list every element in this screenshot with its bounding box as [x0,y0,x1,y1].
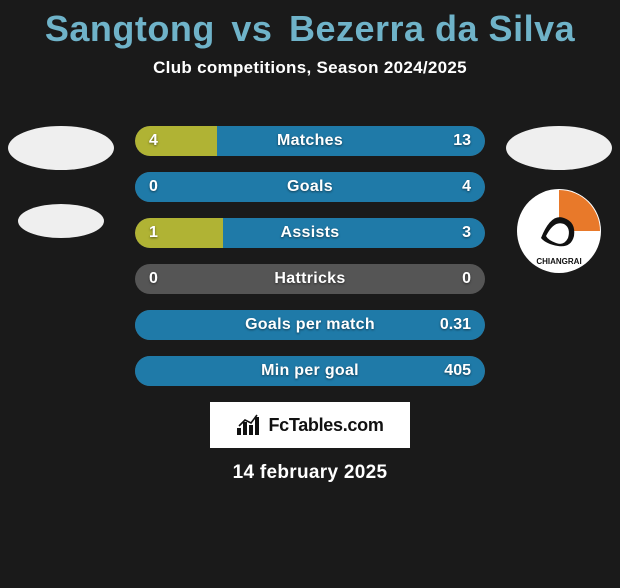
stat-row: 1 Assists 3 [135,218,485,248]
stat-value-left: 4 [149,132,158,150]
stat-value-right: 0.31 [440,316,471,334]
stat-label: Matches [277,132,343,150]
stat-row: 4 Matches 13 [135,126,485,156]
vs-text: vs [231,8,272,49]
stat-label: Min per goal [261,362,359,380]
comparison-title: Sangtong vs Bezerra da Silva [0,8,620,50]
stat-value-left: 0 [149,178,158,196]
stat-row: Min per goal 405 [135,356,485,386]
stat-label: Assists [280,224,339,242]
club-placeholder-icon [18,204,104,238]
stat-row: 0 Hattricks 0 [135,264,485,294]
stat-label: Goals [287,178,333,196]
date-text: 14 february 2025 [0,462,620,484]
stat-row: Goals per match 0.31 [135,310,485,340]
player1-avatar [8,126,114,170]
stat-fill-right [217,126,485,156]
fctables-logo-icon [236,414,262,436]
stat-fill-right [223,218,486,248]
player1-name: Sangtong [45,8,215,49]
stat-value-right: 4 [462,178,471,196]
chiangrai-logo-icon: CHIANGRAI [516,188,602,274]
stat-value-right: 13 [453,132,471,150]
stat-label: Goals per match [245,316,375,334]
player2-avatar [506,126,612,170]
brand-box[interactable]: FcTables.com [210,402,410,448]
stat-value-right: 3 [462,224,471,242]
subtitle: Club competitions, Season 2024/2025 [0,58,620,78]
player1-club-logo [18,178,104,264]
stats-area: CHIANGRAI 4 Matches 13 0 Goals 4 1 Assists 3 0 Hat… [0,126,620,386]
player2-club-logo: CHIANGRAI [516,188,602,274]
player2-name: Bezerra da Silva [289,8,575,49]
stat-value-left: 1 [149,224,158,242]
stat-value-left: 0 [149,270,158,288]
brand-text: FcTables.com [268,415,383,436]
stat-value-right: 0 [462,270,471,288]
stat-fill-left [135,126,217,156]
stat-label: Hattricks [274,270,345,288]
stat-row: 0 Goals 4 [135,172,485,202]
svg-text:CHIANGRAI: CHIANGRAI [536,257,581,266]
stat-value-right: 405 [444,362,471,380]
